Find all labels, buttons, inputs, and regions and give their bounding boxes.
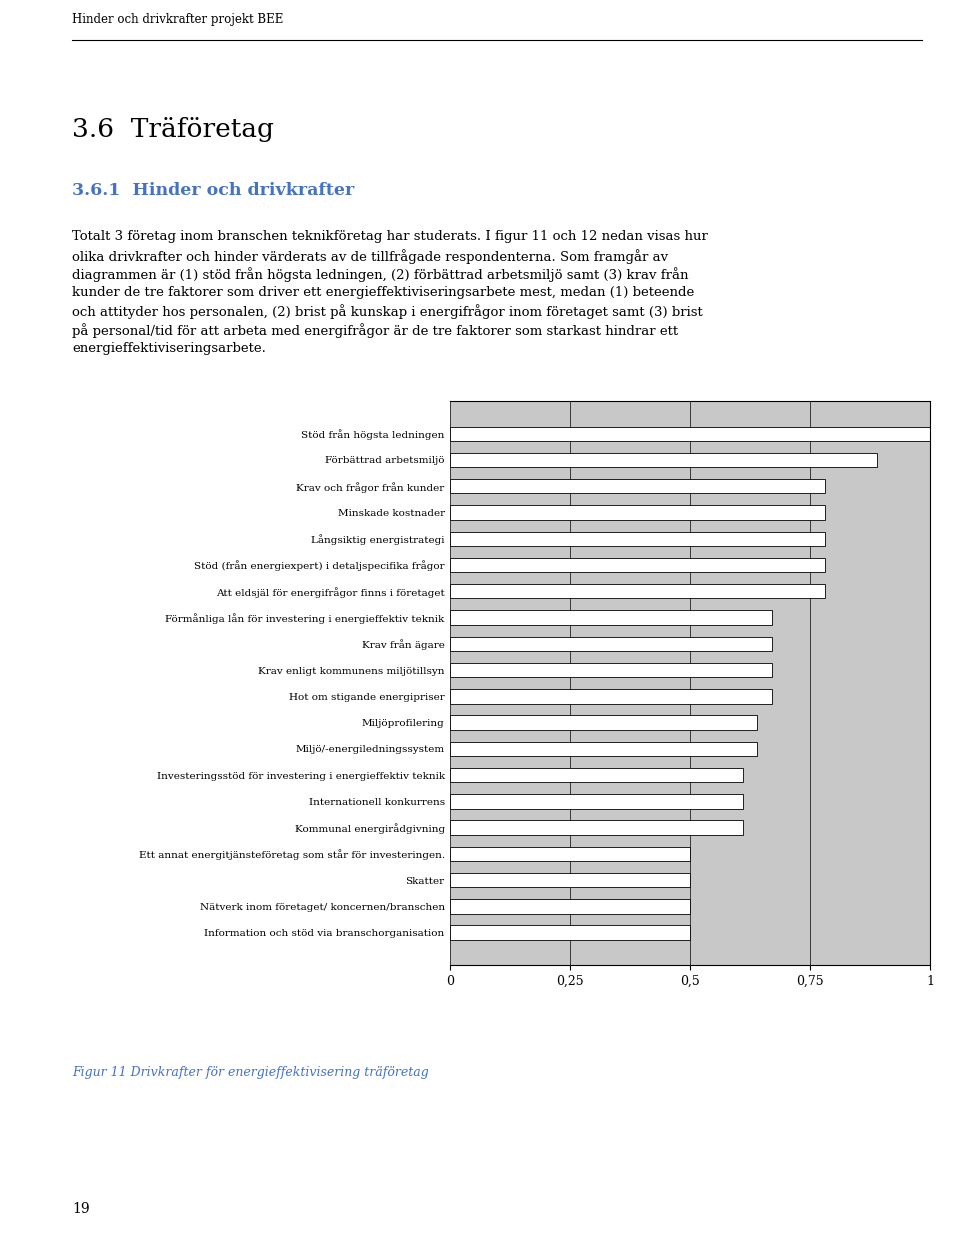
Bar	[450, 872, 690, 887]
Bar	[450, 531, 825, 546]
Text: Figur 11 Drivkrafter för energieffektivisering träföretag: Figur 11 Drivkrafter för energieffektivi…	[72, 1066, 429, 1078]
Text: 19: 19	[72, 1203, 89, 1216]
Bar	[450, 794, 743, 809]
Text: 3.6.1  Hinder och drivkrafter: 3.6.1 Hinder och drivkrafter	[72, 182, 354, 200]
Bar	[450, 453, 877, 467]
Text: 3.6  Träföretag: 3.6 Träföretag	[72, 117, 274, 143]
Bar	[450, 715, 757, 730]
Bar	[450, 427, 930, 441]
Bar	[450, 742, 757, 756]
Bar	[450, 820, 743, 835]
Bar	[450, 611, 772, 624]
Text: och attityder hos personalen, (2) brist på kunskap i energifrågor inom företaget: och attityder hos personalen, (2) brist …	[72, 304, 703, 319]
Text: Totalt 3 företag inom branschen teknikföretag har studerats. I figur 11 och 12 n: Totalt 3 företag inom branschen teknikfö…	[72, 231, 708, 243]
Bar	[450, 926, 690, 939]
Bar	[450, 557, 825, 572]
Text: kunder de tre faktorer som driver ett energieffektiviseringsarbete mest, medan (: kunder de tre faktorer som driver ett en…	[72, 285, 694, 299]
Bar	[450, 846, 690, 861]
Bar	[450, 637, 772, 652]
Bar	[450, 900, 690, 913]
Bar	[450, 585, 825, 598]
Bar	[450, 768, 743, 782]
Bar	[450, 505, 825, 520]
Text: energieffektiviseringsarbete.: energieffektiviseringsarbete.	[72, 341, 266, 355]
Text: olika drivkrafter och hinder värderats av de tillfrågade respondenterna. Som fra: olika drivkrafter och hinder värderats a…	[72, 249, 668, 264]
Bar	[450, 479, 825, 494]
Text: diagrammen är (1) stöd från högsta ledningen, (2) förbättrad arbetsmiljö samt (3: diagrammen är (1) stöd från högsta ledni…	[72, 268, 688, 283]
Bar	[450, 663, 772, 678]
Bar	[450, 689, 772, 704]
Text: Hinder och drivkrafter projekt BEE: Hinder och drivkrafter projekt BEE	[72, 14, 283, 26]
Text: på personal/tid för att arbeta med energifrågor är de tre faktorer som starkast : på personal/tid för att arbeta med energ…	[72, 323, 678, 338]
